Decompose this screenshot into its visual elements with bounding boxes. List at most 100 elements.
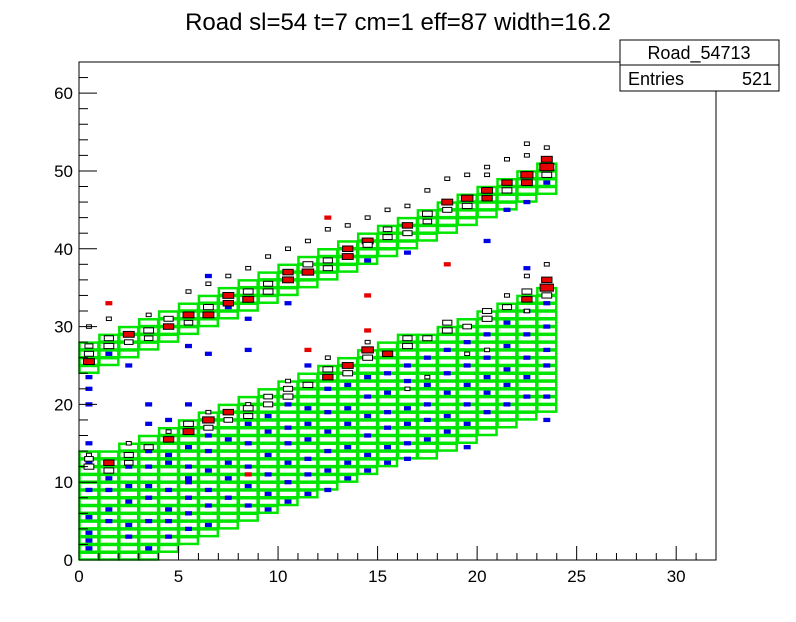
hit-red <box>324 215 332 220</box>
hit-blue <box>185 511 192 516</box>
hit-blue <box>423 402 431 407</box>
hit-box-upper <box>341 253 354 260</box>
hit-blue <box>324 429 332 434</box>
hit-box-lower <box>521 296 533 303</box>
hit-blue <box>125 534 133 539</box>
hit-small <box>404 203 411 209</box>
hit-blue <box>185 526 192 532</box>
hit-blue <box>185 343 192 349</box>
hit-box-lower <box>143 444 154 451</box>
hit-small <box>503 293 510 298</box>
hit-blue <box>344 421 352 426</box>
hit-red <box>105 301 113 306</box>
hit-blue <box>403 441 411 446</box>
hit-blue <box>344 382 352 388</box>
stats-box: Road_54713 Entries 521 <box>619 39 780 92</box>
hit-small <box>523 141 530 146</box>
hit-blue <box>543 180 551 185</box>
hit-box-upper <box>103 335 114 342</box>
hit-blue <box>165 452 173 458</box>
hit-blue <box>85 460 93 465</box>
hit-box-upper <box>122 330 135 338</box>
hit-small <box>285 378 292 384</box>
hit-blue <box>483 410 491 415</box>
hit-blue <box>503 343 511 349</box>
axes: 0 5 10 15 20 25 30 0 10 20 30 40 50 60 <box>54 61 717 586</box>
hit-red <box>364 293 372 298</box>
hit-box-upper <box>442 206 453 213</box>
hit-blue <box>384 410 392 415</box>
hit-red <box>443 262 451 267</box>
hit-box-upper <box>520 179 533 187</box>
hit-blue <box>483 390 491 395</box>
hit-box-upper <box>183 319 194 326</box>
hit-blue <box>264 413 272 419</box>
hit-blue <box>423 355 431 360</box>
hit-small <box>484 347 491 353</box>
hit-box-lower <box>103 459 115 466</box>
hit-blue <box>85 441 93 446</box>
hit-blue <box>304 491 312 496</box>
hit-box-lower <box>341 362 354 369</box>
hit-markers <box>82 141 555 551</box>
hit-box-lower <box>539 283 554 292</box>
hit-small <box>225 273 232 279</box>
hit-blue <box>543 394 551 399</box>
hit-blue <box>364 394 372 399</box>
hit-box-upper <box>401 222 414 229</box>
hit-blue <box>244 464 252 469</box>
hit-blue <box>284 402 292 407</box>
hit-box-upper <box>539 162 555 172</box>
hit-box-lower <box>84 456 94 462</box>
hit-box-lower <box>442 319 453 326</box>
hit-box-upper <box>203 304 214 311</box>
hit-small <box>484 172 491 178</box>
hit-small <box>165 429 172 434</box>
hit-blue <box>543 324 551 329</box>
hit-blue <box>384 445 392 450</box>
hit-box-lower <box>243 413 254 419</box>
hit-blue <box>204 433 212 438</box>
hit-blue <box>523 355 531 360</box>
hit-box-upper <box>422 218 433 225</box>
hit-small <box>364 215 371 220</box>
hit-blue <box>204 351 212 356</box>
hit-blue <box>503 367 511 372</box>
hit-box-upper <box>282 268 294 276</box>
hit-blue <box>543 301 551 306</box>
hit-blue <box>384 371 392 376</box>
hit-box-upper <box>461 202 473 210</box>
hit-box-upper <box>263 280 274 287</box>
hit-box-upper <box>162 323 175 330</box>
hit-small <box>304 238 311 244</box>
hit-blue <box>463 402 471 407</box>
hit-box-upper <box>520 171 534 179</box>
y-tick-label: 60 <box>54 84 73 103</box>
hit-box-lower <box>381 350 394 358</box>
hit-blue <box>344 445 352 450</box>
hit-box-lower <box>501 304 513 311</box>
hit-box-upper <box>84 343 94 349</box>
y-tick-label: 20 <box>54 395 73 414</box>
hit-box-upper <box>402 230 413 237</box>
hit-blue <box>403 250 411 255</box>
hit-box-lower <box>441 327 453 334</box>
hit-blue <box>304 472 312 477</box>
hit-box-lower <box>481 315 493 322</box>
hit-blue <box>165 460 173 465</box>
y-tick-label: 50 <box>54 162 73 181</box>
hit-blue <box>284 425 292 430</box>
hit-blue <box>204 448 212 454</box>
hit-blue <box>443 390 451 395</box>
hit-box-upper <box>322 265 333 272</box>
hit-box-lower <box>402 335 413 342</box>
hit-blue <box>304 456 312 461</box>
hit-blue <box>145 483 153 489</box>
hit-blue <box>105 507 113 512</box>
hit-blue <box>284 441 292 446</box>
hit-box-upper <box>481 186 494 194</box>
hit-box-lower <box>223 417 234 423</box>
hit-blue <box>284 460 292 465</box>
hit-small <box>205 281 212 287</box>
